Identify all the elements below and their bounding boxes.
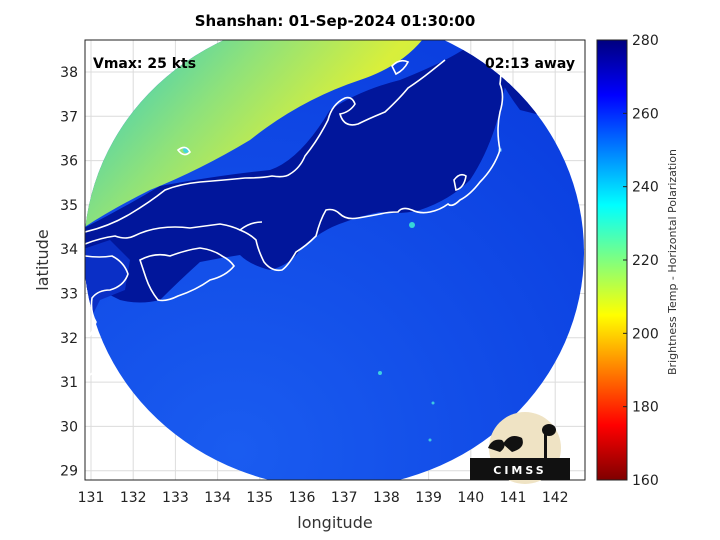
y-tick-label: 38	[60, 65, 78, 81]
colorbar-tick-label: 160	[632, 473, 659, 489]
x-tick-label: 136	[289, 490, 316, 506]
colorbar-tick-labels: 280 260 240 220 200 180 160	[623, 33, 659, 489]
y-tick-label: 35	[60, 198, 78, 214]
plot-frame	[84, 39, 586, 481]
x-tick-label: 142	[542, 490, 569, 506]
y-tick-labels: 38 37 36 35 34 33 32 31 30 29	[60, 65, 78, 480]
y-tick-label: 32	[60, 331, 78, 347]
y-tick-label: 34	[60, 242, 78, 258]
colorbar-tick-label: 260	[632, 106, 659, 122]
land-mass	[85, 40, 520, 303]
x-tick-labels: 131 132 133 134 135 136 137 138 139 140 141 142	[78, 490, 569, 506]
y-tick-label: 33	[60, 287, 78, 303]
x-tick-label: 141	[500, 490, 527, 506]
colorbar-tick-label: 280	[632, 33, 659, 49]
y-tick-label: 29	[60, 464, 78, 480]
colorbar-tick-label: 240	[632, 180, 659, 196]
chart-title: Shanshan: 01-Sep-2024 01:30:00	[194, 12, 476, 30]
y-axis-label: latitude	[33, 229, 52, 290]
logo-text: CIMSS	[493, 464, 546, 477]
x-tick-label: 131	[78, 490, 105, 506]
coastlines	[85, 41, 504, 411]
colorbar	[596, 39, 628, 481]
colorbar-tick-label: 220	[632, 253, 659, 269]
y-tick-label: 31	[60, 375, 78, 391]
x-tick-label: 139	[415, 490, 442, 506]
colorbar-tick-label: 180	[632, 400, 659, 416]
x-tick-label: 140	[457, 490, 484, 506]
x-tick-label: 135	[246, 490, 273, 506]
colorbar-label: Brightness Temp - Horizontal Polarizatio…	[666, 149, 679, 375]
x-tick-label: 134	[204, 490, 231, 506]
x-tick-label: 132	[120, 490, 147, 506]
cimss-logo: CIMSS	[470, 412, 570, 484]
x-tick-label: 138	[373, 490, 400, 506]
vmax-annotation: Vmax: 25 kts	[93, 56, 196, 72]
y-tick-label: 37	[60, 109, 78, 125]
y-tick-label: 30	[60, 419, 78, 435]
x-tick-label: 133	[162, 490, 189, 506]
time-away-annotation: 02:13 away	[485, 56, 575, 72]
x-axis-label: longitude	[297, 513, 372, 532]
x-tick-label: 137	[331, 490, 358, 506]
colorbar-tick-label: 200	[632, 326, 659, 342]
y-tick-label: 36	[60, 154, 78, 170]
